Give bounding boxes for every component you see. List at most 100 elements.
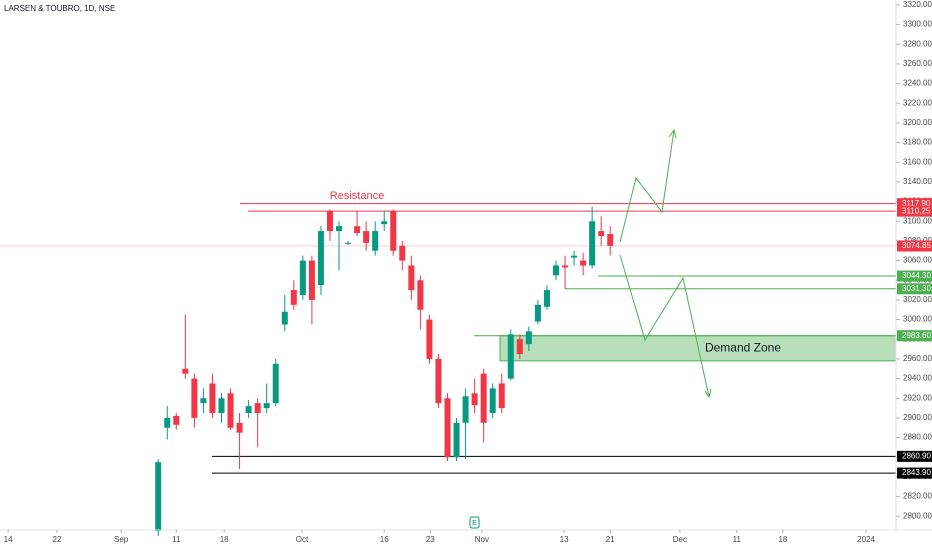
candle-body <box>525 331 532 345</box>
candle-body <box>408 265 415 291</box>
candle-body <box>571 255 578 258</box>
x-tick-label: 21 <box>606 535 615 544</box>
candle-body <box>453 422 460 458</box>
x-tick-label: 11 <box>733 535 742 544</box>
candle-body <box>381 221 388 225</box>
candle-body <box>399 245 406 261</box>
y-tick-label: 2960.00 <box>903 354 932 363</box>
candle-body <box>236 422 243 433</box>
x-tick-label: 18 <box>220 535 229 544</box>
y-tick-label: 2880.00 <box>903 433 932 442</box>
x-tick-label: 18 <box>778 535 787 544</box>
candle-body <box>552 265 559 276</box>
chart-title: LARSEN & TOUBRO, 1D, NSE <box>4 4 115 13</box>
x-tick-label: Sep <box>114 535 129 544</box>
level-layer <box>0 203 896 474</box>
level-tag <box>897 467 932 479</box>
level-tag <box>897 205 932 217</box>
level-tag <box>897 330 932 342</box>
y-tick-label: 3200.00 <box>903 118 932 127</box>
x-tick-label: 11 <box>172 535 181 544</box>
candle-body <box>534 304 541 322</box>
event-marker[interactable]: E <box>472 520 477 527</box>
candle-body <box>308 260 315 300</box>
x-tick-label: Nov <box>475 535 489 544</box>
candle-body <box>426 319 433 359</box>
level-label: 3110.25 <box>902 206 931 215</box>
candle-body <box>209 383 216 413</box>
candle-body <box>227 393 234 428</box>
candle-body <box>480 373 487 423</box>
y-tick-label: 3220.00 <box>903 98 932 107</box>
y-tick-label: 3320.00 <box>903 0 932 9</box>
candle-body <box>263 403 270 409</box>
down-projection <box>619 254 710 398</box>
candle-body <box>372 231 379 251</box>
candle-body <box>516 339 523 354</box>
candle-body <box>444 398 451 458</box>
candle-body <box>390 211 397 251</box>
y-tick-label: 2900.00 <box>903 413 932 422</box>
x-tick-label: 2024 <box>857 535 875 544</box>
candle-body <box>200 398 207 404</box>
y-tick-label: 3280.00 <box>903 39 932 48</box>
y-tick-label: 2800.00 <box>903 511 932 520</box>
level-tag <box>897 198 932 210</box>
y-tick-label: 3160.00 <box>903 157 932 166</box>
level-tag <box>897 240 932 252</box>
level-tag <box>897 450 932 462</box>
candle-body <box>317 231 324 286</box>
candle-body <box>164 417 171 428</box>
candle-body <box>155 462 162 531</box>
up-projection <box>619 129 675 243</box>
candle-body <box>489 388 496 413</box>
candle-body <box>173 415 180 425</box>
y-tick-label: 2820.00 <box>903 492 932 501</box>
x-tick-label: 22 <box>53 535 62 544</box>
zone-layer: Demand Zone <box>499 335 897 362</box>
candle-body <box>345 242 352 244</box>
level-label: 2860.90 <box>902 451 931 460</box>
y-tick-label: 3140.00 <box>903 177 932 186</box>
candle-body <box>462 396 469 423</box>
y-tick-label: 3100.00 <box>903 216 932 225</box>
x-tick-label: Oct <box>296 535 309 544</box>
y-tick-label: 3240.00 <box>903 79 932 88</box>
candle-body <box>580 260 587 266</box>
candle-body <box>182 368 189 374</box>
x-tick-label: 16 <box>380 535 389 544</box>
x-tick-label: 13 <box>560 535 569 544</box>
x-tick-label: 23 <box>426 535 435 544</box>
x-tick-label: 14 <box>4 535 13 544</box>
arrow-head <box>704 388 712 399</box>
demand-zone-label: Demand Zone <box>705 340 781 354</box>
candle-body <box>354 226 361 234</box>
level-label: 3031.30 <box>902 284 931 293</box>
candle-body <box>607 234 614 246</box>
candle-body <box>363 231 370 243</box>
y-tick-label: 2940.00 <box>903 374 932 383</box>
level-tag <box>897 270 932 282</box>
candle-body <box>245 406 252 413</box>
level-label: 3117.90 <box>902 199 931 208</box>
axis-layer: 2800.002820.002840.002860.002880.002900.… <box>4 0 932 544</box>
candle-body <box>589 221 596 266</box>
candle-body <box>299 260 306 295</box>
candle-body <box>498 383 505 409</box>
event-icon[interactable] <box>469 516 480 529</box>
level-label: 3074.85 <box>902 241 931 250</box>
y-tick-label: 3000.00 <box>903 315 932 324</box>
candle-body <box>218 398 225 413</box>
y-tick-label: 3060.00 <box>903 256 932 265</box>
candle-body <box>336 226 343 232</box>
x-tick-label: Dec <box>673 535 687 544</box>
candle-body <box>417 280 424 310</box>
candle-body <box>562 265 569 268</box>
candle-body <box>543 290 550 307</box>
candle-body <box>598 231 605 236</box>
y-tick-label: 2920.00 <box>903 393 932 402</box>
y-tick-label: 3020.00 <box>903 295 932 304</box>
candle-body <box>281 311 288 325</box>
level-label: 3044.30 <box>902 271 931 280</box>
